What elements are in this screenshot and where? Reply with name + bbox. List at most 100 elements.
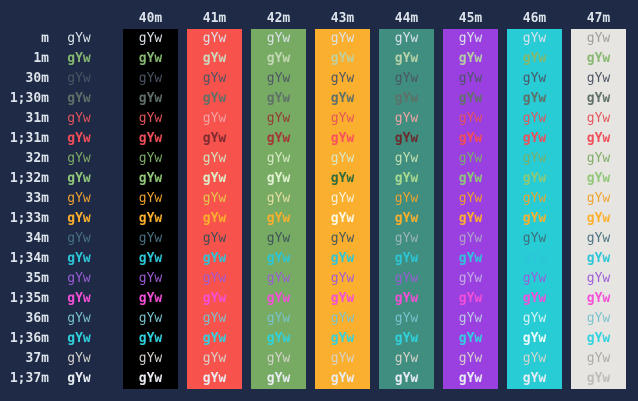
color-cell: gYw (443, 29, 498, 49)
color-cell: gYw (315, 269, 370, 289)
color-cell: gYw (443, 289, 498, 309)
color-cell: gYw (187, 69, 242, 89)
color-cell: gYw (443, 169, 498, 189)
color-cell: gYw (187, 289, 242, 309)
color-cell: gYw (187, 329, 242, 349)
color-cell: gYw (443, 149, 498, 169)
color-cell: gYw (507, 129, 562, 149)
row-label: 1;32m (9, 171, 49, 186)
color-cell: gYw (315, 369, 370, 389)
table-row: 30m gYw gYw gYw gYw gYw gYw gYw gYw gYw (0, 69, 638, 89)
color-cell: gYw (251, 309, 306, 329)
color-cell: gYw (187, 29, 242, 49)
table-row: 1;31m gYw gYw gYw gYw gYw gYw gYw gYw gYw (0, 129, 638, 149)
color-cell: gYw (187, 169, 242, 189)
color-cell: gYw (187, 149, 242, 169)
plain-cell: gYw (67, 311, 91, 326)
column-header: 47m (586, 11, 611, 26)
color-cell: gYw (123, 229, 178, 249)
color-cell: gYw (443, 349, 498, 369)
color-cell: gYw (443, 209, 498, 229)
color-cell: gYw (315, 69, 370, 89)
color-cell: gYw (507, 329, 562, 349)
table-row: 31m gYw gYw gYw gYw gYw gYw gYw gYw gYw (0, 109, 638, 129)
color-cell: gYw (571, 209, 626, 229)
plain-cell: gYw (67, 191, 91, 206)
column-header: 45m (458, 11, 483, 26)
row-label: 35m (25, 271, 49, 286)
color-cell: gYw (315, 89, 370, 109)
color-cell: gYw (187, 49, 242, 69)
color-cell: gYw (379, 129, 434, 149)
color-cell: gYw (443, 189, 498, 209)
color-cell: gYw (507, 309, 562, 329)
color-cell: gYw (187, 109, 242, 129)
row-label: 30m (25, 71, 49, 86)
color-cell: gYw (123, 289, 178, 309)
color-cell: gYw (443, 329, 498, 349)
color-cell: gYw (123, 49, 178, 69)
color-cell: gYw (123, 169, 178, 189)
color-cell: gYw (507, 369, 562, 389)
color-cell: gYw (443, 309, 498, 329)
color-cell: gYw (571, 229, 626, 249)
table-row: 1;33m gYw gYw gYw gYw gYw gYw gYw gYw gYw (0, 209, 638, 229)
table-row: 1;36m gYw gYw gYw gYw gYw gYw gYw gYw gYw (0, 329, 638, 349)
color-cell: gYw (251, 29, 306, 49)
color-cell: gYw (571, 189, 626, 209)
color-cell: gYw (187, 369, 242, 389)
color-cell: gYw (251, 369, 306, 389)
table-row: 32m gYw gYw gYw gYw gYw gYw gYw gYw gYw (0, 149, 638, 169)
table-row: 1;30m gYw gYw gYw gYw gYw gYw gYw gYw gYw (0, 89, 638, 109)
color-cell: gYw (123, 149, 178, 169)
plain-cell: gYw (67, 151, 91, 166)
color-cell: gYw (443, 229, 498, 249)
table-row: 1;37m gYw gYw gYw gYw gYw gYw gYw gYw gYw (0, 369, 638, 389)
color-cell: gYw (123, 29, 178, 49)
color-cell: gYw (507, 29, 562, 49)
color-cell: gYw (443, 129, 498, 149)
color-cell: gYw (379, 149, 434, 169)
color-cell: gYw (251, 109, 306, 129)
row-label: 33m (25, 191, 49, 206)
color-cell: gYw (379, 309, 434, 329)
color-cell: gYw (571, 149, 626, 169)
color-cell: gYw (443, 49, 498, 69)
color-cell: gYw (571, 309, 626, 329)
color-cell: gYw (251, 49, 306, 69)
color-cell: gYw (187, 189, 242, 209)
column-header: 41m (202, 11, 227, 26)
header-row: 40m 41m 42m 43m 44m 45m 46m 47m (0, 8, 638, 29)
plain-cell: gYw (67, 331, 91, 346)
color-cell: gYw (379, 289, 434, 309)
plain-cell: gYw (67, 31, 91, 46)
color-cell: gYw (123, 69, 178, 89)
row-label: m (41, 31, 49, 46)
color-cell: gYw (123, 369, 178, 389)
color-cell: gYw (379, 69, 434, 89)
plain-cell: gYw (67, 291, 91, 306)
color-cell: gYw (315, 349, 370, 369)
color-cell: gYw (123, 309, 178, 329)
color-cell: gYw (315, 329, 370, 349)
color-cell: gYw (379, 169, 434, 189)
color-cell: gYw (507, 149, 562, 169)
row-label: 34m (25, 231, 49, 246)
color-cell: gYw (507, 349, 562, 369)
color-cell: gYw (571, 329, 626, 349)
color-cell: gYw (315, 169, 370, 189)
color-cell: gYw (123, 349, 178, 369)
color-cell: gYw (187, 309, 242, 329)
color-cell: gYw (379, 29, 434, 49)
color-cell: gYw (187, 269, 242, 289)
column-header: 40m (138, 11, 163, 26)
color-cell: gYw (507, 69, 562, 89)
color-cell: gYw (315, 29, 370, 49)
color-cell: gYw (379, 349, 434, 369)
color-cell: gYw (315, 49, 370, 69)
color-cell: gYw (187, 89, 242, 109)
row-label: 31m (25, 111, 49, 126)
color-cell: gYw (187, 249, 242, 269)
color-cell: gYw (571, 369, 626, 389)
